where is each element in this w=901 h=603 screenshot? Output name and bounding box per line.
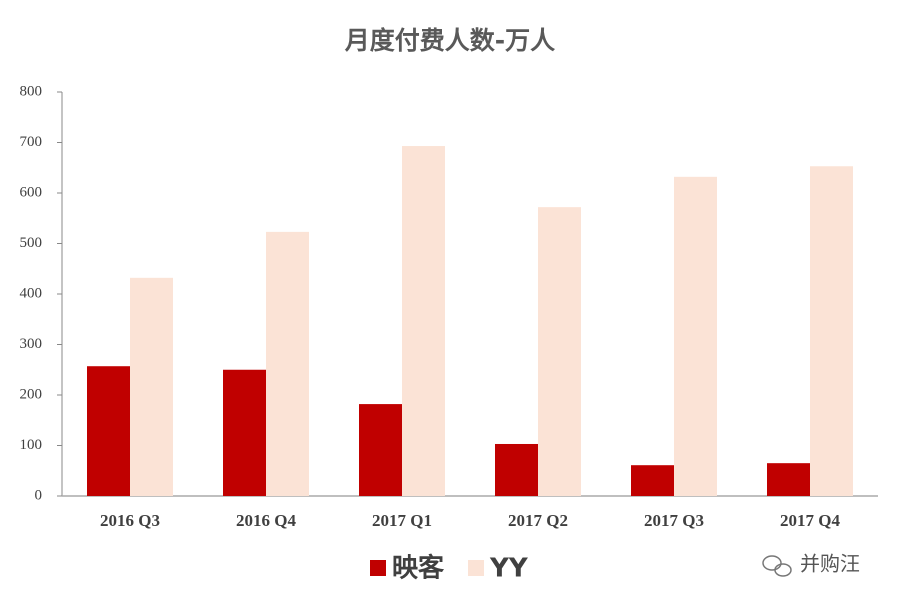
bar [87,366,130,496]
bar [402,146,445,496]
x-tick-label: 2016 Q4 [236,511,296,530]
x-tick-label: 2016 Q3 [100,511,160,530]
x-tick-label: 2017 Q3 [644,511,704,530]
legend-swatch [370,560,386,576]
bar [767,463,810,496]
bar [223,369,266,496]
bar [538,207,581,496]
y-tick-label: 200 [20,386,43,402]
watermark: 并购汪 [800,552,860,576]
x-tick-label: 2017 Q4 [780,511,840,530]
legend-label: YY [489,554,529,584]
y-tick-label: 600 [20,184,43,200]
bar [359,404,402,496]
y-tick-label: 400 [20,285,43,301]
y-tick-label: 800 [20,83,43,99]
bar [810,166,853,497]
x-tick-label: 2017 Q1 [372,511,432,530]
chart-title: 月度付费人数-万人 [344,26,555,55]
watermark-icon [762,555,792,577]
y-tick-label: 300 [20,336,43,352]
bar [266,231,309,496]
y-tick-label: 500 [20,235,43,251]
bar [631,465,674,496]
y-tick-label: 100 [20,437,43,453]
bar [495,443,538,496]
bar [674,176,717,496]
bar [130,277,173,496]
x-tick-label: 2017 Q2 [508,511,568,530]
y-tick-label: 0 [35,487,43,503]
legend-swatch [468,560,484,576]
y-tick-label: 700 [20,134,43,150]
legend-label: 映客 [392,553,445,584]
